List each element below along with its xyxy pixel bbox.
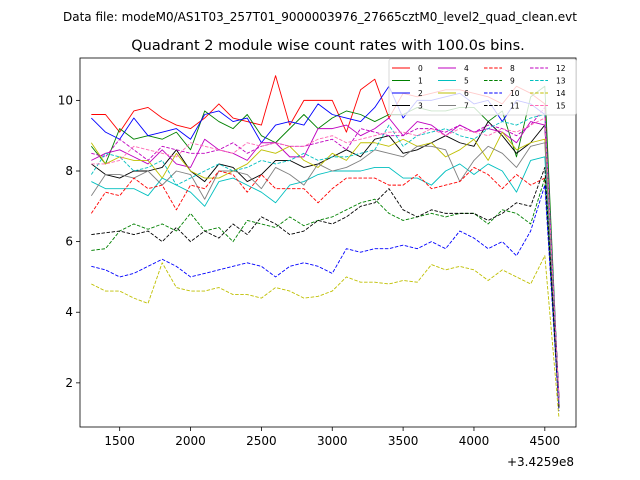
- x-tick-label: 1500: [104, 434, 135, 448]
- series-line-5: [91, 156, 560, 408]
- legend-frame: [388, 58, 577, 116]
- x-tick-label: 4000: [459, 434, 490, 448]
- legend-label-7: 7: [464, 102, 469, 111]
- y-tick-label: 8: [65, 164, 73, 178]
- series-layer: [90, 75, 560, 419]
- legend-label-10: 10: [510, 89, 520, 98]
- x-tick-label: 3000: [317, 434, 348, 448]
- legend-label-5: 5: [464, 77, 469, 86]
- legend-label-9: 9: [510, 77, 515, 86]
- legend-label-13: 13: [556, 77, 566, 86]
- x-tick-label: 2500: [246, 434, 277, 448]
- legend-label-4: 4: [464, 64, 469, 73]
- x-offset-label: +3.4259e8: [507, 455, 574, 469]
- figure-suptitle: Data file: modeM0/AS1T03_257T01_90000039…: [63, 10, 577, 24]
- series-line-10: [91, 184, 560, 412]
- y-tick-label: 4: [65, 305, 73, 319]
- series-line-7: [90, 142, 560, 408]
- legend-label-3: 3: [418, 102, 423, 111]
- legend-label-2: 2: [418, 89, 423, 98]
- axes-frame: [79, 57, 577, 428]
- y-tick-label: 2: [65, 376, 73, 390]
- x-tick-label: 2000: [175, 434, 206, 448]
- legend-label-6: 6: [464, 89, 469, 98]
- legend-label-1: 1: [418, 77, 423, 86]
- legend-label-15: 15: [556, 102, 566, 111]
- x-tick-label: 3500: [388, 434, 419, 448]
- legend-label-8: 8: [510, 64, 515, 73]
- series-line-11: [91, 167, 560, 408]
- series-line-15: [91, 117, 560, 401]
- series-line-9: [91, 177, 560, 408]
- series-line-8: [90, 167, 560, 408]
- series-line-6: [90, 131, 560, 405]
- y-tick-label: 6: [65, 235, 73, 249]
- legend-label-11: 11: [510, 102, 520, 111]
- x-tick-label: 4500: [530, 434, 561, 448]
- series-line-12: [91, 106, 560, 405]
- legend-label-12: 12: [556, 64, 566, 73]
- legend-label-0: 0: [418, 64, 423, 73]
- chart-title: Quadrant 2 module wise count rates with …: [131, 38, 525, 54]
- legend-label-14: 14: [556, 89, 566, 98]
- y-tick-label: 10: [58, 93, 73, 107]
- series-line-14: [91, 255, 560, 419]
- series-line-4: [91, 117, 560, 405]
